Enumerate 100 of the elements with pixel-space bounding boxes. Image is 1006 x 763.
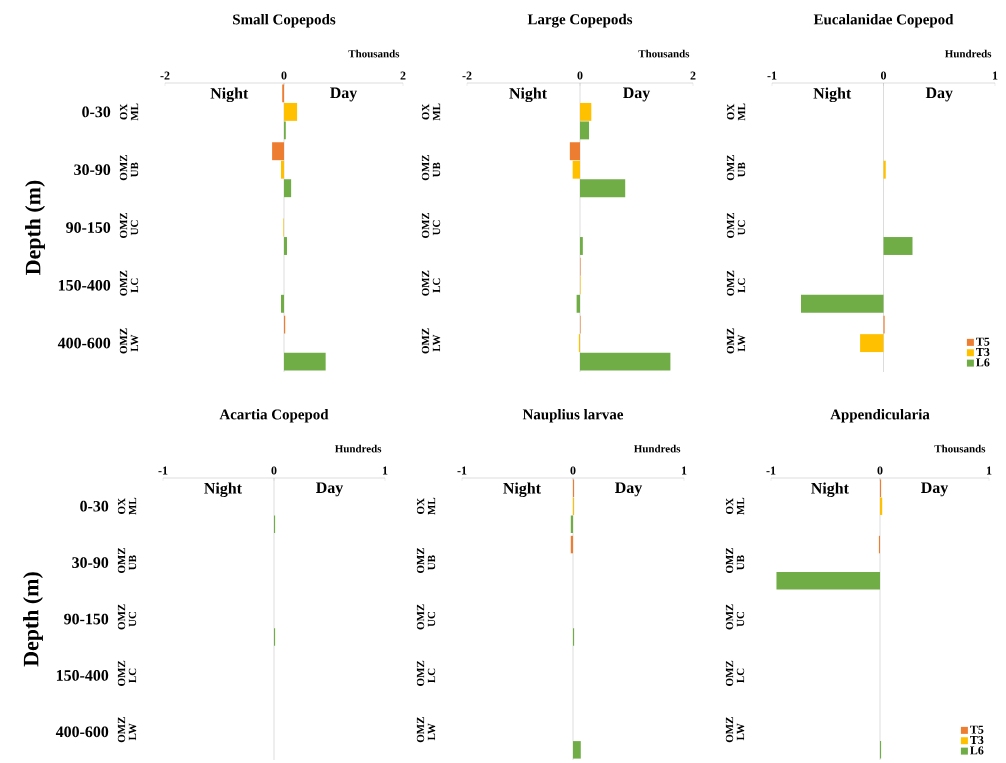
- y-tick-label: OMZ UB: [416, 547, 436, 574]
- x-axis-title: Hundreds: [633, 444, 681, 453]
- x-tick-label: -1: [457, 466, 467, 475]
- y-tick-label: OMZ UC: [117, 604, 137, 630]
- y-tick-label: OMZ UB: [117, 547, 137, 574]
- annotation: Night: [503, 482, 541, 498]
- bar: [883, 160, 886, 179]
- annotation: Night: [813, 87, 852, 103]
- text: 30-90: [72, 557, 109, 568]
- legend-label: T5: [970, 725, 984, 734]
- y-tick-label: OX ML: [725, 497, 745, 515]
- y-tick-label: OMZ UB: [726, 155, 746, 181]
- annotation: Day: [330, 87, 358, 102]
- y-tick-label: OMZ LW: [416, 717, 436, 743]
- bar: [284, 179, 292, 198]
- y-tick-label: OMZ LC: [725, 660, 745, 686]
- annotation: Day: [316, 482, 344, 497]
- legend-label: T5: [976, 337, 990, 346]
- bar: [801, 294, 884, 313]
- bar: [272, 142, 284, 161]
- legend-label: T3: [970, 736, 984, 745]
- annotation: Night: [811, 482, 849, 498]
- x-axis-title: Thousands: [934, 444, 986, 453]
- x-tick-label: -2: [160, 71, 170, 80]
- text: 150-400: [56, 670, 109, 681]
- x-tick-label: 0: [271, 466, 277, 475]
- y-axis-title: Depth (m): [23, 572, 43, 667]
- x-tick-label: -1: [158, 466, 168, 475]
- annotation: Night: [509, 87, 547, 103]
- legend-label: T3: [976, 348, 990, 357]
- y-tick-label: OMZ UC: [421, 212, 441, 238]
- annotation: Day: [925, 87, 953, 102]
- bar: [883, 237, 913, 255]
- bar: [281, 160, 284, 179]
- legend-label: L6: [970, 746, 984, 755]
- chart-title: Appendicularia: [830, 408, 930, 423]
- annotation: Day: [921, 482, 949, 497]
- y-tick-label: OX ML: [421, 103, 441, 121]
- bar: [569, 142, 580, 161]
- y-tick-label: OMZ UC: [119, 212, 139, 238]
- x-tick-label: 1: [681, 466, 687, 475]
- y-tick-label: OMZ LW: [119, 328, 139, 354]
- x-axis-title: Thousands: [638, 49, 690, 58]
- y-tick-label: OMZ LW: [117, 717, 137, 743]
- y-tick-label: OMZ LC: [416, 660, 436, 686]
- bar: [281, 294, 284, 313]
- bar: [580, 237, 583, 255]
- x-tick-label: 1: [986, 466, 992, 475]
- y-axis-title: Depth (m): [25, 180, 45, 275]
- y-tick-label: OMZ LW: [726, 328, 746, 354]
- text: 30-90: [74, 164, 111, 176]
- y-tick-label: OMZ UB: [421, 155, 441, 181]
- x-axis-title: Hundreds: [334, 444, 382, 453]
- text: 90-150: [66, 222, 111, 233]
- x-tick-label: -2: [462, 71, 472, 80]
- y-tick-label: OMZ UC: [726, 212, 746, 238]
- bar: [284, 237, 287, 255]
- bar: [580, 179, 626, 198]
- chart-title: Small Copepods: [233, 13, 336, 28]
- x-tick-label: 0: [281, 71, 287, 80]
- text: 0-30: [82, 106, 111, 118]
- bar: [580, 352, 671, 371]
- bar: [572, 160, 580, 179]
- x-axis-title: Hundreds: [944, 49, 992, 58]
- x-tick-label: 1: [382, 466, 388, 475]
- chart-title: Nauplius larvae: [522, 408, 624, 423]
- chart-title: Eucalanidae Copepod: [813, 13, 954, 28]
- bar: [580, 102, 592, 121]
- x-axis-title: Thousands: [348, 49, 400, 58]
- y-tick-label: OMZ UB: [725, 547, 745, 574]
- y-tick-label: OMZ UC: [725, 604, 745, 630]
- y-tick-label: OX ML: [119, 103, 139, 121]
- annotation: Night: [204, 482, 242, 498]
- x-tick-label: 0: [570, 466, 576, 475]
- y-tick-label: OMZ LC: [421, 270, 441, 296]
- text: 400-600: [55, 726, 109, 738]
- chart-title: Large Copepods: [527, 13, 633, 28]
- annotation: Day: [615, 482, 643, 497]
- x-tick-label: 2: [400, 71, 406, 80]
- text: 0-30: [80, 500, 109, 512]
- text: 150-400: [58, 279, 111, 291]
- bar: [580, 121, 590, 140]
- x-tick-label: 0: [880, 71, 887, 80]
- text: 90-150: [64, 613, 109, 625]
- y-tick-label: OX ML: [416, 497, 436, 515]
- legend-label: L6: [976, 358, 990, 367]
- y-tick-label: OMZ LW: [725, 717, 745, 743]
- text: 400-600: [57, 337, 111, 349]
- y-tick-label: OMZ LC: [119, 270, 139, 296]
- y-tick-label: OMZ LC: [726, 270, 746, 296]
- y-tick-label: OMZ LW: [421, 328, 441, 354]
- y-tick-label: OMZ UC: [416, 604, 436, 630]
- bar: [284, 352, 326, 371]
- x-tick-label: 0: [877, 466, 883, 475]
- annotation: Night: [210, 87, 249, 103]
- y-tick-label: OMZ UB: [119, 155, 139, 181]
- x-tick-label: 2: [690, 71, 696, 80]
- x-tick-label: 0: [577, 71, 583, 80]
- x-tick-label: -1: [766, 466, 776, 475]
- chart-title: Acartia Copepod: [219, 408, 329, 423]
